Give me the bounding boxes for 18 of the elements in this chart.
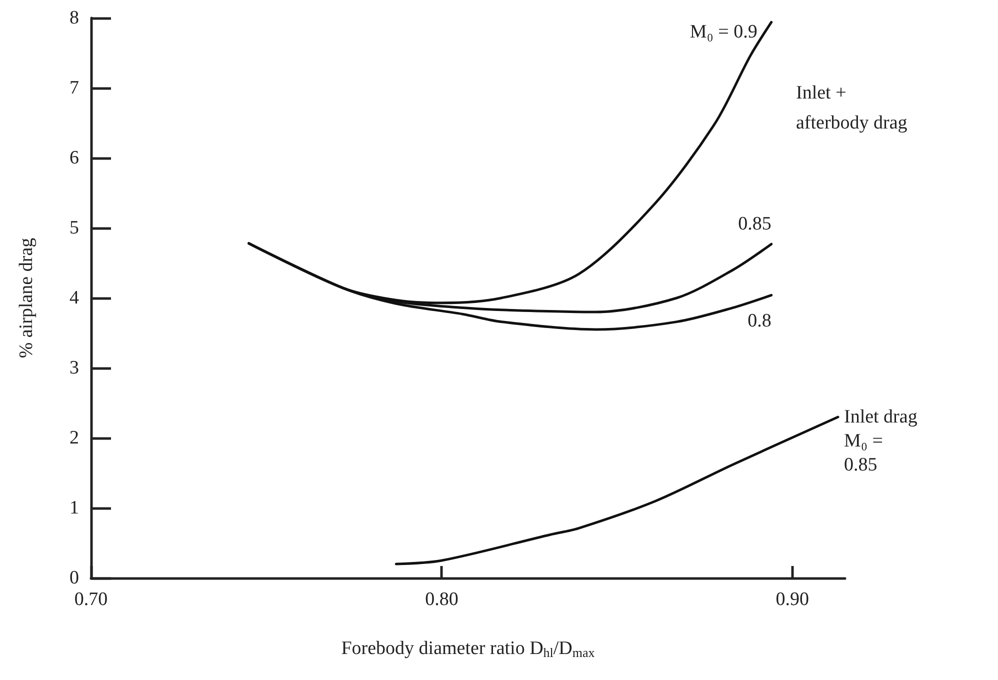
y-tick-label: 1 [70,498,79,518]
series-label: 0.8 [748,310,772,332]
x-tick-label: 0.90 [776,589,810,610]
y-tick-label: 7 [70,78,79,98]
y-tick-label: 2 [70,428,79,448]
y-tick-label: 3 [70,358,79,378]
x-tick-label: 0.80 [425,589,458,610]
y-tick-label: 0 [70,568,79,588]
series-label: 0.85 [738,214,772,235]
series-label: Inlet drag M₀ = 0.85 [844,406,922,476]
y-tick-label: 6 [70,148,79,168]
annotation: Inlet + afterbody drag [796,82,908,134]
y-tick-label: 5 [70,218,79,238]
series-label: M₀ = 0.9 [690,22,758,43]
y-tick-label: 8 [70,8,79,28]
y-tick-label: 4 [70,288,80,308]
y-axis-title: % airplane drag [16,237,37,358]
x-tick-label: 0.70 [74,589,108,610]
